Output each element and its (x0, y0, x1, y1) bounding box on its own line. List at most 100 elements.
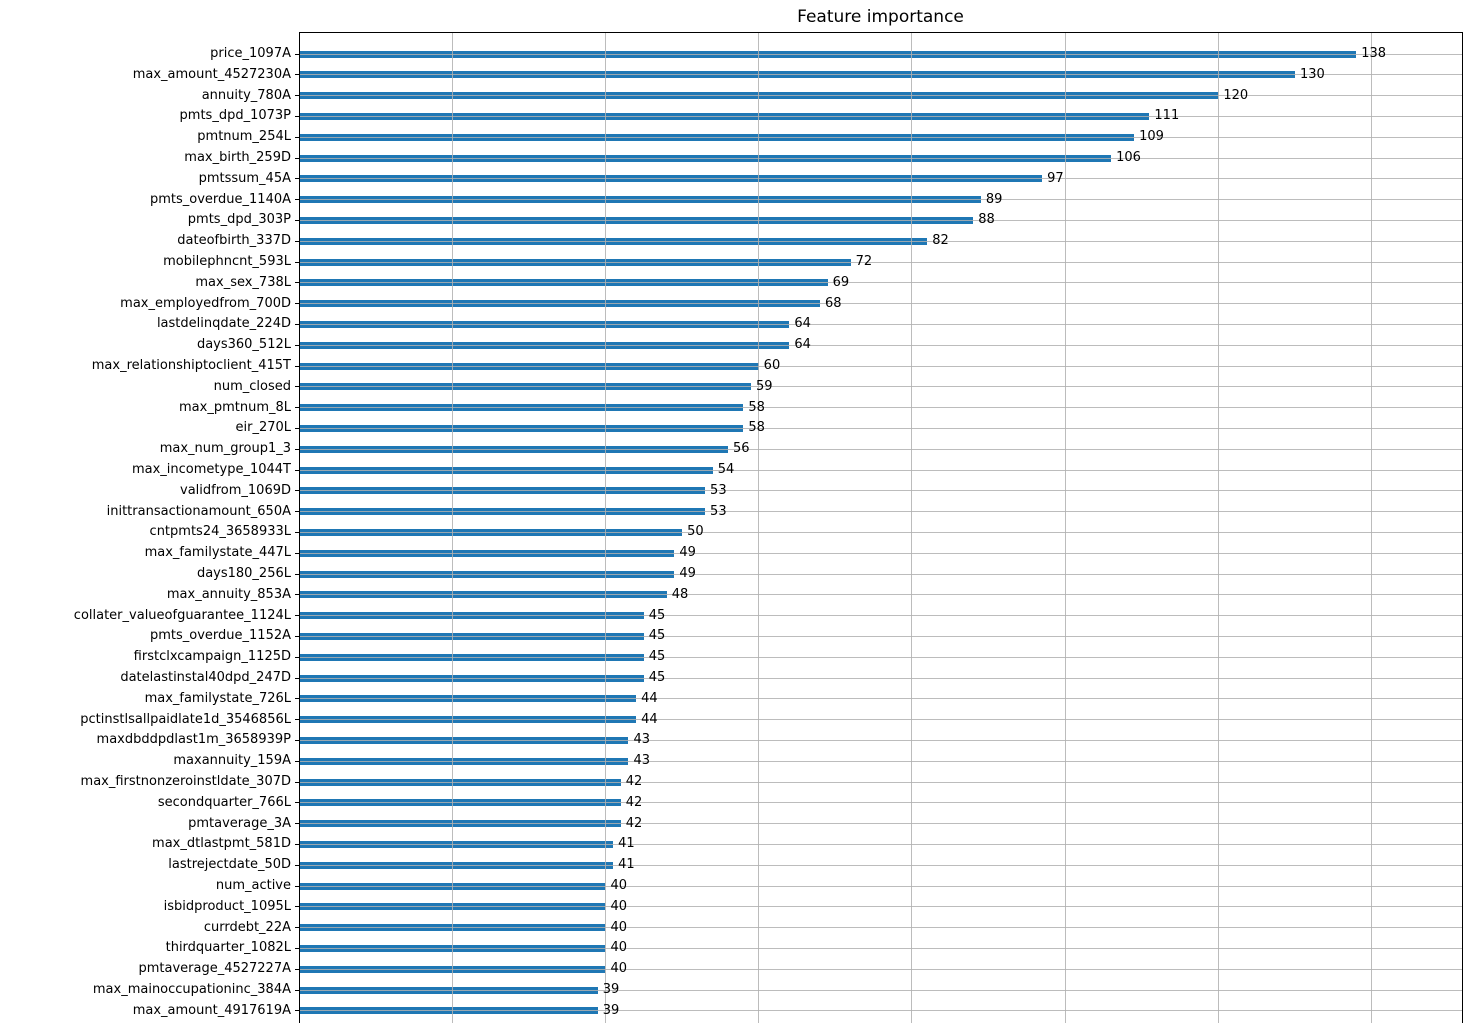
bar-value-label: 120 (1223, 87, 1249, 103)
y-tick-label: dateofbirth_337D (177, 233, 291, 249)
y-tick-label: max_incometype_1044T (131, 462, 291, 477)
y-tick-label: max_employedfrom_700D (120, 295, 291, 311)
bar-value-label: 53 (710, 503, 727, 519)
y-gridline (299, 947, 1462, 949)
y-gridline (299, 552, 1462, 554)
y-tick-label: pmts_dpd_303P (187, 212, 291, 228)
y-tick-mark (295, 927, 299, 929)
bar-value-label: 40 (610, 919, 627, 935)
y-tick-label: max_birth_259D (184, 150, 291, 165)
y-tick-mark (295, 802, 299, 804)
y-gridline (299, 739, 1462, 741)
y-tick-mark (295, 885, 299, 887)
y-tick-label: firstclxcampaign_1125D (133, 649, 291, 665)
bar-value-label: 41 (618, 836, 635, 852)
y-tick-mark (295, 240, 299, 242)
y-tick-mark (295, 677, 299, 679)
y-tick-label: maxannuity_159A (173, 753, 291, 769)
bar-value-label: 40 (610, 898, 627, 914)
x-gridline (1217, 33, 1219, 1023)
bar-value-label: 40 (610, 878, 627, 893)
bar-value-label: 68 (824, 295, 842, 311)
bar-value-label: 64 (794, 316, 811, 332)
bar-value-label: 45 (648, 607, 666, 623)
y-tick-label: price_1097A (210, 46, 291, 61)
y-gridline (299, 178, 1462, 180)
y-tick-mark (295, 74, 299, 76)
y-tick-label: pmtssum_45A (198, 170, 291, 186)
y-tick-mark (295, 95, 299, 97)
y-gridline (299, 1010, 1462, 1012)
y-tick-label: pmtnum_254L (197, 129, 291, 145)
y-gridline (299, 136, 1462, 138)
y-tick-label: days360_512L (196, 337, 291, 353)
y-tick-label: pmtaverage_3A (188, 815, 291, 831)
bar-value-label: 64 (794, 337, 811, 353)
bar-value-label: 50 (687, 524, 704, 540)
y-tick-label: max_familystate_726L (144, 690, 291, 706)
y-tick-label: max_mainoccupationinc_384A (92, 982, 291, 997)
y-gridline (299, 677, 1462, 679)
y-gridline (299, 219, 1462, 221)
y-tick-label: validfrom_1069D (180, 482, 291, 498)
y-tick-label: max_amount_4917619A (132, 1002, 291, 1018)
y-gridline (299, 594, 1462, 596)
bar-value-label: 97 (1047, 170, 1064, 186)
bar-value-label: 54 (717, 462, 735, 477)
y-tick-mark (295, 323, 299, 325)
bar-value-label: 42 (625, 774, 643, 789)
y-tick-mark (295, 989, 299, 991)
y-tick-mark (295, 53, 299, 55)
y-tick-label: lastdelinqdate_224D (156, 316, 291, 332)
y-tick-mark (295, 552, 299, 554)
y-tick-label: max_firstnonzeroinstldate_307D (80, 774, 291, 789)
bar-value-label: 43 (633, 753, 650, 769)
x-gridline (911, 33, 913, 1023)
bar-value-label: 45 (648, 628, 666, 644)
y-tick-mark (295, 656, 299, 658)
y-tick-label: max_relationshiptoclient_415T (91, 358, 291, 373)
bar-value-label: 44 (641, 711, 658, 727)
y-tick-mark (295, 1010, 299, 1012)
y-tick-label: currdebt_22A (203, 919, 291, 935)
y-tick-label: num_closed (213, 378, 291, 394)
bar-value-label: 45 (648, 670, 666, 685)
y-gridline (299, 573, 1462, 575)
y-tick-label: eir_270L (235, 420, 291, 436)
y-tick-label: pmts_overdue_1140A (149, 191, 291, 207)
y-tick-mark (295, 490, 299, 492)
y-gridline (299, 74, 1462, 76)
y-tick-label: pmts_dpd_1073P (179, 108, 291, 124)
y-gridline (299, 885, 1462, 887)
y-tick-mark (295, 635, 299, 637)
y-tick-mark (295, 157, 299, 159)
y-tick-label: annuity_780A (201, 87, 291, 103)
y-gridline (299, 615, 1462, 617)
y-tick-label: max_annuity_853A (166, 586, 291, 602)
bar-value-label: 39 (602, 982, 620, 997)
y-gridline (299, 656, 1462, 658)
bar-value-label: 42 (625, 815, 643, 831)
x-gridline (451, 33, 453, 1023)
y-tick-label: max_sex_738L (195, 274, 291, 290)
bar-value-label: 48 (671, 586, 689, 602)
y-tick-mark (295, 469, 299, 471)
y-tick-mark (295, 448, 299, 450)
y-gridline (299, 386, 1462, 388)
y-tick-mark (295, 531, 299, 533)
y-tick-label: pmtaverage_4527227A (138, 961, 291, 977)
y-tick-mark (295, 864, 299, 866)
y-tick-mark (295, 344, 299, 346)
y-gridline (299, 199, 1462, 201)
bar-value-label: 49 (679, 566, 696, 581)
bar-value-label: 42 (625, 794, 643, 810)
y-gridline (299, 53, 1462, 55)
y-gridline (299, 240, 1462, 242)
bar-value-label: 82 (932, 233, 949, 249)
y-gridline (299, 490, 1462, 492)
y-gridline (299, 531, 1462, 533)
y-tick-label: days180_256L (196, 566, 291, 581)
y-gridline (299, 365, 1462, 367)
y-tick-mark (295, 760, 299, 762)
